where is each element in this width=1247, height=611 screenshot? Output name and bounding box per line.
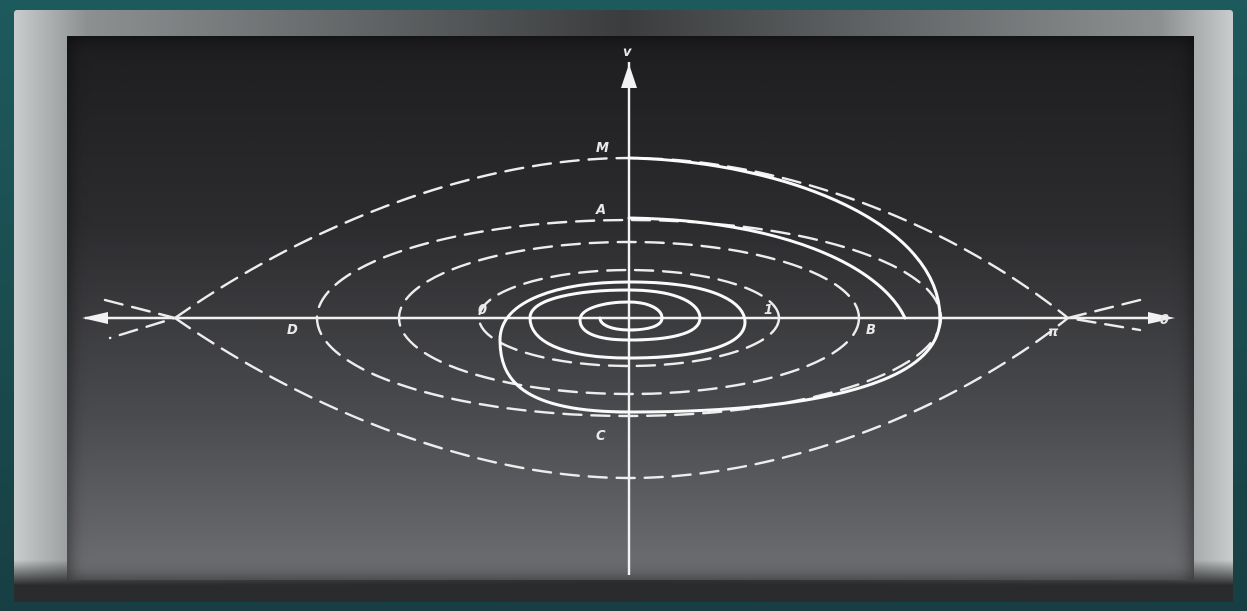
separatrix-tail-right xyxy=(1067,298,1142,332)
separatrix-top xyxy=(173,156,1070,320)
y-axis-label: v xyxy=(623,45,632,60)
x-axis-arrow-left xyxy=(82,312,108,324)
x-axis-label: θ xyxy=(1160,313,1169,328)
label-inner-left: 0 xyxy=(478,303,487,318)
y-axis-arrow xyxy=(621,64,637,88)
damped-trajectory xyxy=(498,156,942,414)
separatrix-tail-left-upper xyxy=(103,298,180,340)
label-inner-right: 1 xyxy=(764,303,773,318)
orbit-inner xyxy=(477,268,781,368)
diagram-screen xyxy=(67,36,1194,580)
trajectory-start-segment xyxy=(627,216,907,320)
label-c: C xyxy=(596,429,606,444)
label-m: M xyxy=(596,141,609,156)
separatrix-bottom xyxy=(173,316,1070,480)
orbit-middle xyxy=(397,240,861,396)
label-b: B xyxy=(866,323,876,338)
x-axis-arrow-right xyxy=(1148,312,1175,324)
label-d: D xyxy=(287,323,298,338)
label-pi: π xyxy=(1048,325,1059,340)
label-a: A xyxy=(595,203,606,218)
